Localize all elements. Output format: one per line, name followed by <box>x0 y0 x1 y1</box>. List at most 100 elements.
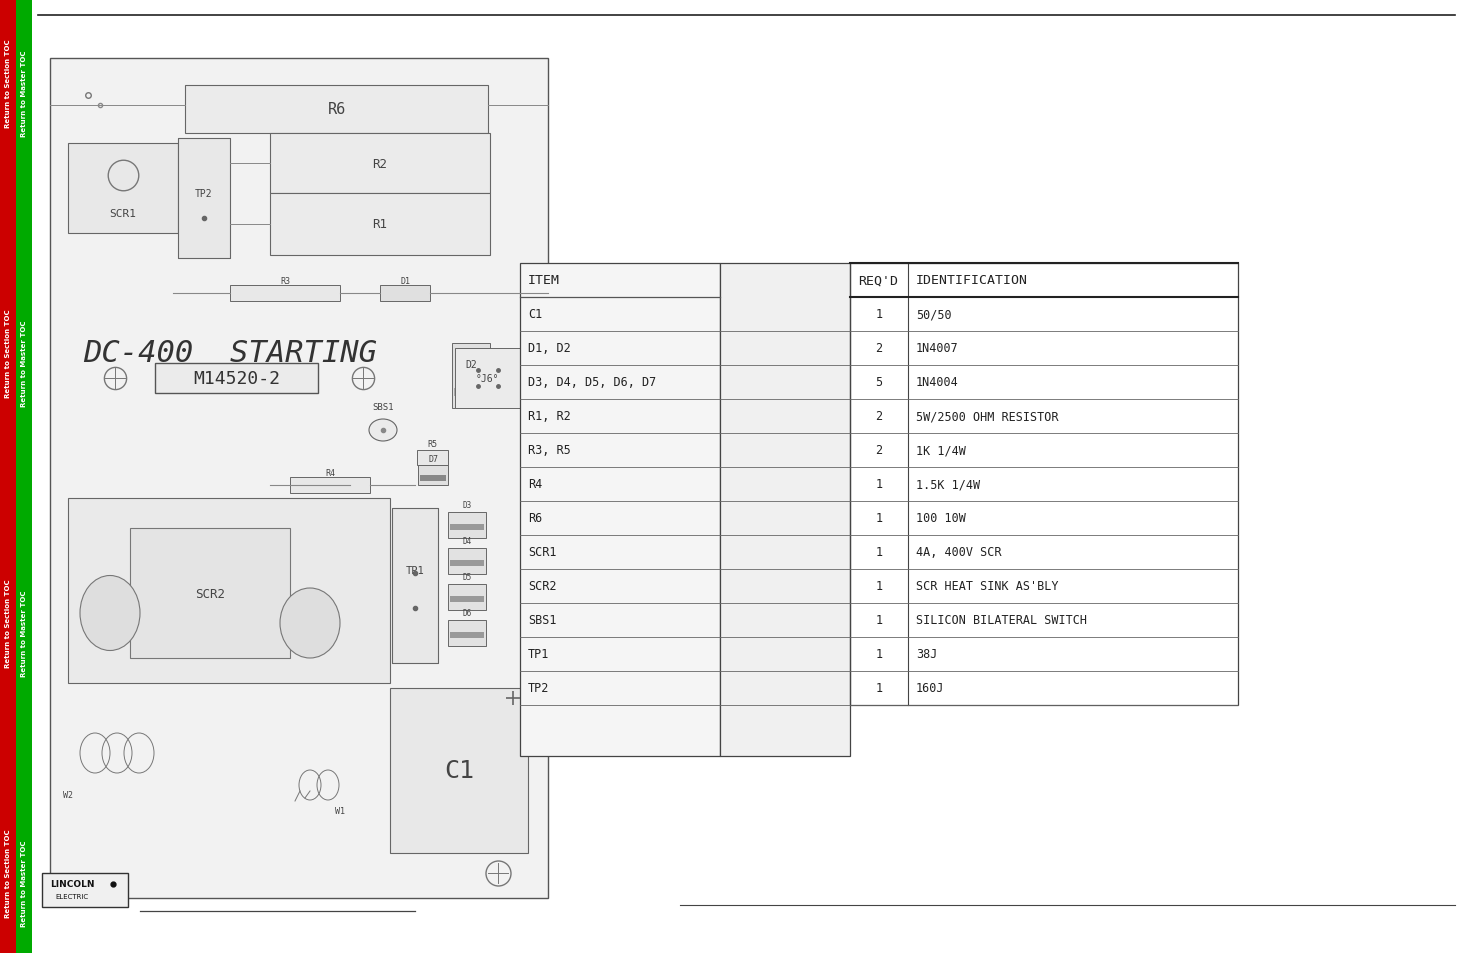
Text: D3: D3 <box>462 501 472 510</box>
Text: 1: 1 <box>876 579 882 593</box>
Bar <box>184 86 488 133</box>
Bar <box>448 584 485 610</box>
Bar <box>392 509 438 663</box>
Text: 1: 1 <box>876 512 882 525</box>
Bar <box>450 633 484 639</box>
Text: 1: 1 <box>876 478 882 491</box>
Text: SCR1: SCR1 <box>109 209 137 219</box>
Text: R2: R2 <box>373 157 388 171</box>
Text: TP2: TP2 <box>195 189 212 199</box>
Bar <box>850 264 1238 705</box>
Text: R1: R1 <box>373 218 388 232</box>
Bar <box>450 524 484 531</box>
Text: IDENTIFICATION: IDENTIFICATION <box>916 274 1028 287</box>
Bar <box>0 0 16 953</box>
Text: TP2: TP2 <box>528 681 549 695</box>
Text: D1, D2: D1, D2 <box>528 342 571 355</box>
Bar <box>270 133 490 193</box>
Text: SILICON BILATERAL SWITCH: SILICON BILATERAL SWITCH <box>916 614 1087 627</box>
Text: 1K 1/4W: 1K 1/4W <box>916 444 966 457</box>
Text: SCR2: SCR2 <box>528 579 556 593</box>
Bar <box>381 286 431 302</box>
Bar <box>389 688 528 853</box>
Bar <box>50 59 549 898</box>
Bar <box>417 465 448 485</box>
Text: ITEM: ITEM <box>528 274 560 287</box>
Text: SBS1: SBS1 <box>372 403 394 412</box>
Text: TP1: TP1 <box>406 566 425 576</box>
Text: R3, R5: R3, R5 <box>528 444 571 457</box>
Bar <box>417 451 448 465</box>
Text: Return to Master TOC: Return to Master TOC <box>21 840 27 926</box>
Bar <box>41 873 128 907</box>
Text: 1N4007: 1N4007 <box>916 342 959 355</box>
Bar <box>291 477 370 494</box>
Text: 2: 2 <box>876 342 882 355</box>
Text: D4: D4 <box>462 537 472 546</box>
Text: SCR2: SCR2 <box>195 587 226 599</box>
Text: °J6°: °J6° <box>476 374 499 384</box>
Text: TP1: TP1 <box>528 648 549 660</box>
Bar <box>130 529 291 659</box>
Text: 1: 1 <box>876 308 882 321</box>
Text: D7: D7 <box>428 455 438 464</box>
Text: 1N4004: 1N4004 <box>916 376 959 389</box>
Ellipse shape <box>280 588 341 659</box>
Bar <box>521 264 720 757</box>
Text: Return to Section TOC: Return to Section TOC <box>4 310 10 398</box>
Bar <box>720 264 850 757</box>
Text: R6: R6 <box>327 102 345 117</box>
Bar <box>270 193 490 255</box>
Bar <box>448 513 485 538</box>
Text: SCR HEAT SINK AS'BLY: SCR HEAT SINK AS'BLY <box>916 579 1059 593</box>
Text: R3: R3 <box>280 277 291 286</box>
Text: 5: 5 <box>876 376 882 389</box>
Text: W2: W2 <box>63 791 72 800</box>
Text: R1, R2: R1, R2 <box>528 410 571 423</box>
Bar <box>420 476 445 481</box>
Text: 1: 1 <box>876 546 882 558</box>
Text: ELECTRIC: ELECTRIC <box>56 893 88 900</box>
Text: 2: 2 <box>876 444 882 457</box>
Text: M14520-2: M14520-2 <box>193 370 280 388</box>
Bar <box>450 597 484 602</box>
Text: C1: C1 <box>528 308 543 321</box>
Text: 1.5K 1/4W: 1.5K 1/4W <box>916 478 979 491</box>
Bar <box>448 548 485 575</box>
Bar <box>454 349 521 409</box>
Text: D5: D5 <box>462 573 472 582</box>
Bar <box>68 498 389 683</box>
Bar <box>448 620 485 646</box>
Text: D1: D1 <box>400 277 410 286</box>
Bar <box>16 0 32 953</box>
Text: R6: R6 <box>528 512 543 525</box>
Text: D2: D2 <box>465 359 476 369</box>
Text: C1: C1 <box>444 759 473 782</box>
Text: Return to Master TOC: Return to Master TOC <box>21 320 27 407</box>
Bar <box>454 389 488 396</box>
Ellipse shape <box>369 419 397 441</box>
Text: R4: R4 <box>324 469 335 478</box>
Ellipse shape <box>80 576 140 651</box>
Text: R5: R5 <box>428 440 438 449</box>
Bar <box>230 286 341 302</box>
Bar <box>451 344 490 409</box>
Text: SCR1: SCR1 <box>528 546 556 558</box>
Text: 2: 2 <box>876 410 882 423</box>
Text: 38J: 38J <box>916 648 938 660</box>
Text: Return to Section TOC: Return to Section TOC <box>4 40 10 128</box>
Text: D6: D6 <box>462 609 472 618</box>
Text: Return to Master TOC: Return to Master TOC <box>21 590 27 677</box>
Text: Return to Master TOC: Return to Master TOC <box>21 51 27 137</box>
Text: 4A, 400V SCR: 4A, 400V SCR <box>916 546 1002 558</box>
Bar <box>68 144 178 233</box>
Text: 1: 1 <box>876 648 882 660</box>
Text: Return to Section TOC: Return to Section TOC <box>4 829 10 918</box>
Text: SBS1: SBS1 <box>528 614 556 627</box>
Text: 50/50: 50/50 <box>916 308 951 321</box>
Text: LINCOLN: LINCOLN <box>50 880 94 888</box>
Text: 5W/2500 OHM RESISTOR: 5W/2500 OHM RESISTOR <box>916 410 1059 423</box>
Text: R4: R4 <box>528 478 543 491</box>
Text: W1: W1 <box>335 806 345 816</box>
Bar <box>450 560 484 566</box>
